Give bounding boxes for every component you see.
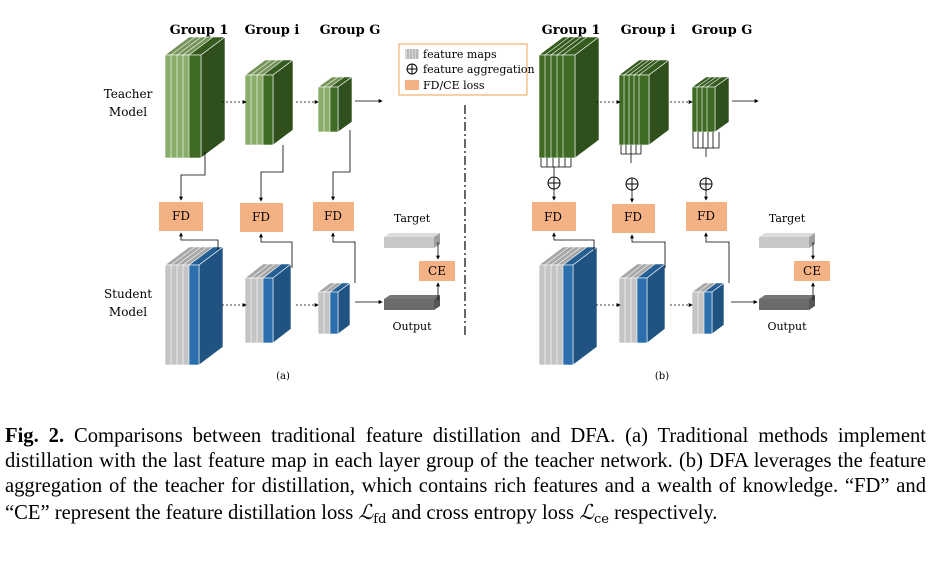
panel-b-fd-2-label: FD bbox=[624, 210, 642, 224]
panel-b-target-label: Target bbox=[769, 212, 806, 225]
panel-b-ce-label: CE bbox=[803, 264, 821, 278]
panel-a-target-bar-top bbox=[384, 233, 440, 237]
panel-a-student-group-i-slab-side bbox=[272, 263, 292, 344]
panel-b-arrow-si-fd bbox=[630, 234, 666, 268]
teacher-model-label-line2: Model bbox=[109, 105, 147, 119]
student-model-label-line2: Model bbox=[109, 305, 147, 319]
panel-a-arrow-t1-fd bbox=[179, 152, 206, 201]
loss-ce-glyph: ℒ bbox=[579, 499, 595, 524]
panel-b-fd-3-label: FD bbox=[697, 209, 715, 223]
panel-a-ce-box bbox=[419, 261, 455, 281]
legend-border bbox=[398, 43, 528, 96]
legend-loss-label: FD/CE loss bbox=[423, 79, 485, 92]
panel-b-teacher-group-g-slab-side bbox=[714, 76, 730, 133]
panel-a-output-bar-side bbox=[434, 295, 440, 310]
panel-a-student-group-g-slab bbox=[329, 291, 339, 335]
panel-a-arrow-s1-fd bbox=[179, 232, 219, 250]
panel-a-student-group-1-slab-side bbox=[198, 246, 224, 366]
panel-b-group-1-label: Group 1 bbox=[542, 23, 601, 38]
figure-caption: Fig. 2. Comparisons between traditional … bbox=[5, 424, 926, 532]
panel-a-fd-box-2 bbox=[240, 203, 283, 232]
panel-a-student-group-i-slab bbox=[262, 277, 274, 344]
panel-a-output-label: Output bbox=[392, 320, 432, 333]
panel-a-teacher-group-g-slab-side bbox=[337, 76, 353, 133]
panel-b-output-bar-top bbox=[759, 295, 815, 299]
loss-fd-glyph: ℒ bbox=[358, 499, 374, 524]
student-model-label-line1: Student bbox=[104, 287, 152, 301]
panel-a-arrow-tg-fd bbox=[331, 130, 351, 201]
panel-a-label: (a) bbox=[276, 371, 290, 382]
caption-loss-fd-symbol: ℒfd bbox=[358, 499, 387, 527]
legend: feature maps feature aggregation FD/CE l… bbox=[398, 43, 535, 96]
panel-b-target-bar-side bbox=[809, 233, 815, 248]
panel-a-fd-box-1 bbox=[159, 202, 203, 231]
panel-b-label: (b) bbox=[655, 371, 669, 382]
panel-b-group-g-label: Group G bbox=[692, 23, 753, 38]
panel-b-target-bar-top bbox=[759, 233, 815, 237]
loss-swatch-icon bbox=[405, 80, 419, 90]
panel-b-student-group-g-slab-side bbox=[711, 282, 725, 335]
panel-a-teacher-group-i-slab-side bbox=[272, 59, 294, 146]
teacher-model-label-line1: Teacher bbox=[104, 87, 153, 101]
panel-a-group-i-label: Group i bbox=[245, 23, 300, 38]
panel-a-ce-label: CE bbox=[428, 264, 446, 278]
panel-b-output-bar bbox=[759, 299, 809, 310]
caption-loss-ce-symbol: ℒce bbox=[579, 499, 609, 527]
panel-a-target-bar-side bbox=[434, 233, 440, 248]
panel-a-teacher-group-g-slab bbox=[329, 86, 339, 133]
panel-a-group-1-label: Group 1 bbox=[170, 23, 229, 38]
panel-b-output-bar-side bbox=[809, 295, 815, 310]
panel-b-group-i-label: Group i bbox=[621, 23, 676, 38]
caption-text-2: and cross entropy loss bbox=[386, 501, 580, 524]
panel-b-fd-box-1 bbox=[532, 202, 576, 231]
panel-a-fd-box-3 bbox=[313, 202, 354, 231]
panel-a-target-label: Target bbox=[394, 212, 431, 225]
panel-b-student-group-i-slab bbox=[636, 277, 648, 344]
panel-b-teacher-group-1-slab-side bbox=[574, 36, 600, 159]
panel-a-target-bar bbox=[384, 237, 434, 248]
loss-fd-subscript: fd bbox=[373, 511, 387, 527]
panel-b-teacher-group-i-slab-side bbox=[648, 59, 670, 146]
caption-fig-label: Fig. 2. bbox=[5, 425, 65, 447]
panel-a-arrow-si-fd bbox=[259, 233, 293, 268]
panel-b-output-label: Output bbox=[767, 320, 807, 333]
panel-b-fd-box-2 bbox=[612, 204, 655, 233]
panel-b-student-group-1-slab bbox=[562, 264, 574, 366]
panel-b-arrow-s1-fd bbox=[552, 232, 595, 250]
panel-b-teacher-group-i-slab bbox=[638, 74, 650, 146]
panel-a-output-bar-top bbox=[384, 295, 440, 299]
panel-a-arrow-sg-fd bbox=[331, 232, 356, 283]
panel-a-teacher-group-1-slab bbox=[188, 54, 202, 159]
legend-feature-maps-label: feature maps bbox=[423, 48, 497, 61]
panel-b-ce-box bbox=[794, 261, 830, 281]
panel-a-student-group-1-slab bbox=[188, 264, 200, 366]
caption-text-1: Comparisons between traditional feature … bbox=[5, 425, 926, 524]
panel-b-teacher-group-g-slab bbox=[706, 86, 716, 133]
panel-b-student-group-g-slab bbox=[703, 291, 713, 335]
caption-text-3: respectively. bbox=[609, 501, 718, 524]
aggregation-plus-icon bbox=[406, 63, 418, 75]
loss-ce-subscript: ce bbox=[594, 511, 609, 527]
panel-a-teacher-group-1-slab-side bbox=[200, 36, 226, 159]
panel-b-arrow-sg-fd bbox=[704, 232, 730, 283]
panel-b-fd-1-label: FD bbox=[544, 210, 562, 224]
panel-b-student-group-i-slab-side bbox=[646, 263, 666, 344]
feature-maps-icon bbox=[405, 49, 419, 59]
panel-b-fd-box-3 bbox=[686, 202, 727, 231]
panel-b-student-group-1-slab-side bbox=[572, 246, 598, 366]
panel-a-student-group-g-slab-side bbox=[337, 282, 351, 335]
panel-a-group-g-label: Group G bbox=[320, 23, 381, 38]
panel-a-fd-3-label: FD bbox=[324, 209, 342, 223]
panel-b-target-bar bbox=[759, 237, 809, 248]
panel-b-teacher-group-1-slab bbox=[562, 54, 576, 159]
panel-a-arrow-ti-fd bbox=[259, 145, 284, 202]
panel-a-output-bar bbox=[384, 299, 434, 310]
panel-a-teacher-group-i-slab bbox=[262, 74, 274, 146]
panel-a-fd-1-label: FD bbox=[172, 209, 190, 223]
legend-feature-aggregation-label: feature aggregation bbox=[423, 63, 535, 76]
figure-diagram: Group 1 Group i Group G Teacher Model St… bbox=[104, 23, 830, 382]
panel-a-fd-2-label: FD bbox=[252, 210, 270, 224]
